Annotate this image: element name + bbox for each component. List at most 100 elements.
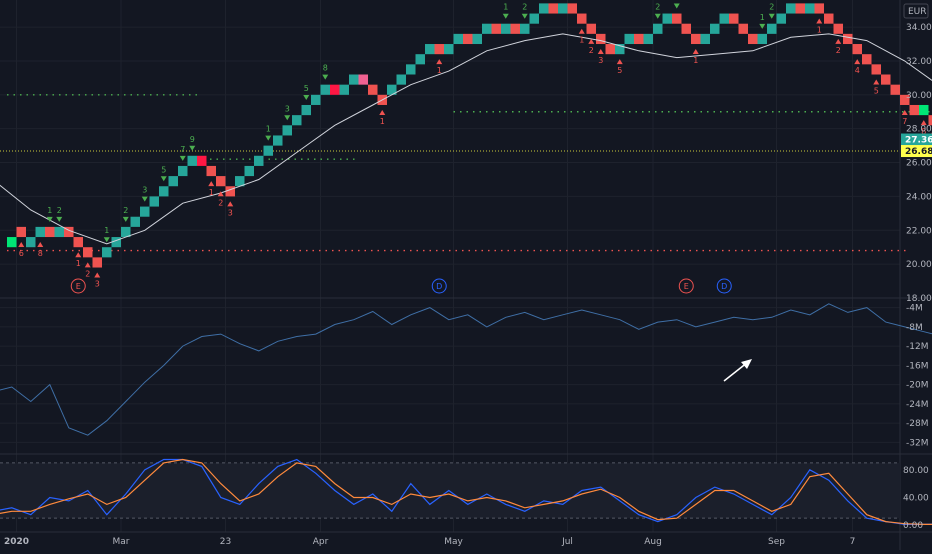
- signal-down-count: 1: [817, 26, 822, 35]
- renko-brick: [36, 227, 46, 237]
- renko-brick: [672, 14, 682, 24]
- price-tick-label: 30.00: [906, 91, 932, 101]
- renko-brick: [216, 176, 226, 186]
- renko-brick: [264, 146, 274, 156]
- signal-up-marker: [674, 4, 680, 9]
- signal-up-count: 5: [161, 165, 166, 174]
- renko-brick: [606, 44, 616, 54]
- signal-up-marker: [265, 136, 271, 141]
- renko-brick: [805, 3, 815, 13]
- renko-brick: [767, 24, 777, 34]
- time-tick-label: Mar: [113, 537, 130, 547]
- renko-brick: [359, 75, 369, 85]
- renko-brick: [473, 34, 483, 44]
- renko-brick: [577, 14, 587, 24]
- renko-brick: [416, 54, 426, 64]
- signal-down-marker: [379, 110, 385, 115]
- renko-brick: [283, 125, 293, 135]
- signal-down-count: 2: [218, 198, 223, 207]
- signal-up-marker: [161, 176, 167, 181]
- volume-tick-label: -24M: [906, 400, 928, 410]
- signal-down-marker: [85, 262, 91, 267]
- renko-brick: [501, 24, 511, 34]
- signal-up-count: 7: [180, 145, 185, 154]
- renko-brick: [454, 34, 464, 44]
- price-tag-text: 27.36: [905, 136, 932, 146]
- renko-brick: [302, 105, 312, 115]
- renko-brick: [425, 44, 435, 54]
- signal-up-count: 8: [323, 64, 328, 73]
- signal-down-count: 1: [209, 188, 214, 197]
- renko-brick: [321, 85, 331, 95]
- time-tick-label: 2020: [4, 537, 29, 547]
- volume-tick-label: -12M: [906, 342, 928, 352]
- signal-down-marker: [94, 273, 100, 278]
- renko-brick: [739, 24, 749, 34]
- renko-brick: [919, 105, 929, 115]
- signal-down-count: 3: [228, 208, 233, 217]
- price-tag-text: 26.68: [905, 147, 932, 157]
- renko-brick: [83, 247, 93, 257]
- renko-brick: [549, 3, 559, 13]
- renko-brick: [530, 14, 540, 24]
- renko-brick: [150, 196, 160, 206]
- signal-down-marker: [816, 19, 822, 24]
- price-tick-label: 32.00: [906, 57, 932, 67]
- volume-tick-label: -4M: [906, 304, 923, 314]
- renko-brick: [758, 34, 768, 44]
- renko-brick: [207, 166, 217, 176]
- renko-brick: [710, 24, 720, 34]
- volume-line: [0, 304, 932, 435]
- signal-up-marker: [180, 156, 186, 161]
- oscillator-tick-label: 40.00: [903, 493, 929, 503]
- volume-tick-label: -20M: [906, 381, 928, 391]
- signal-up-marker: [322, 75, 328, 80]
- signal-down-count: 8: [38, 249, 43, 258]
- renko-brick: [444, 44, 454, 54]
- renko-brick: [340, 85, 350, 95]
- signal-down-count: 3: [95, 280, 100, 289]
- signal-up-marker: [123, 217, 129, 222]
- renko-brick: [815, 3, 825, 13]
- signal-down-count: 2: [589, 46, 594, 55]
- signal-down-count: 5: [617, 66, 622, 75]
- time-tick-label: Aug: [644, 537, 662, 547]
- signal-up-marker: [142, 197, 148, 202]
- renko-brick: [188, 156, 198, 166]
- signal-down-count: 1: [693, 56, 698, 65]
- renko-brick: [587, 24, 597, 34]
- renko-brick: [254, 156, 264, 166]
- signal-down-marker: [75, 252, 81, 257]
- renko-brick: [26, 237, 36, 247]
- renko-brick: [140, 207, 150, 217]
- event-marker-letter: D: [436, 282, 442, 291]
- renko-brick: [178, 166, 188, 176]
- renko-brick: [539, 3, 549, 13]
- oscillator-band: [0, 463, 900, 518]
- renko-brick: [406, 64, 416, 74]
- time-tick-label: 23: [220, 537, 231, 547]
- volume-tick-label: -16M: [906, 361, 928, 371]
- renko-brick: [691, 34, 701, 44]
- signal-down-count: 2: [836, 46, 841, 55]
- time-tick-label: 7: [850, 537, 856, 547]
- renko-brick: [824, 14, 834, 24]
- signal-down-marker: [208, 181, 214, 186]
- renko-brick: [435, 44, 445, 54]
- volume-tick-label: -28M: [906, 419, 928, 429]
- signal-up-count: 2: [522, 3, 527, 12]
- renko-brick: [625, 34, 635, 44]
- volume-tick-label: -8M: [906, 323, 923, 333]
- signal-down-marker: [854, 59, 860, 64]
- renko-brick: [7, 237, 17, 247]
- price-tick-label: 24.00: [906, 192, 932, 202]
- signal-up-marker: [56, 217, 62, 222]
- event-marker-letter: D: [721, 282, 727, 291]
- renko-brick: [311, 95, 321, 105]
- signal-down-marker: [873, 80, 879, 85]
- currency-label: EUR: [908, 7, 927, 17]
- renko-brick: [872, 64, 882, 74]
- renko-brick: [596, 34, 606, 44]
- signal-down-count: 1: [76, 259, 81, 268]
